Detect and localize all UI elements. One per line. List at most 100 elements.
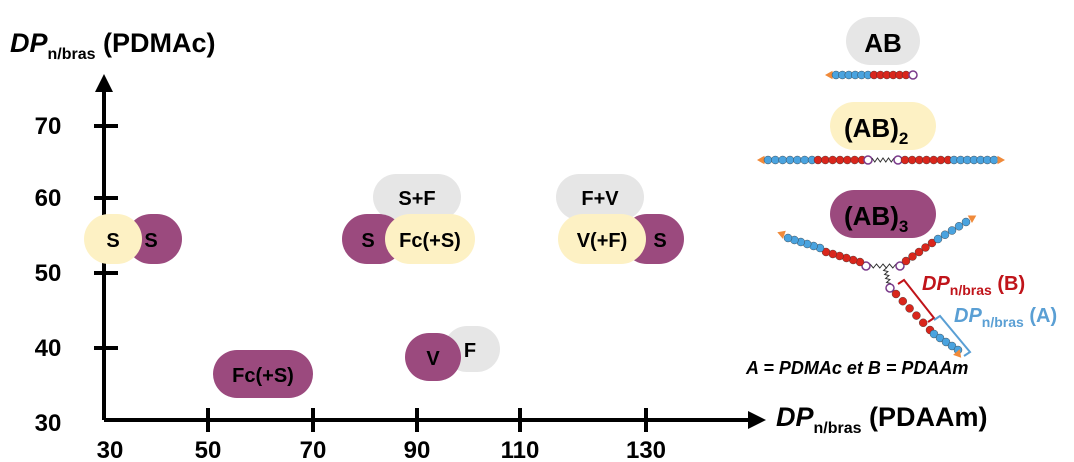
bead-b — [821, 155, 830, 165]
legend-label-ab2: (AB)2 — [844, 113, 908, 148]
x-tick-label: 130 — [626, 437, 666, 462]
bead-a — [954, 222, 964, 231]
phase-label: S — [361, 230, 374, 252]
bead-b — [915, 155, 924, 165]
phase-label: Fc(+S) — [232, 365, 294, 387]
bead-a — [961, 217, 971, 227]
phase-pill — [126, 214, 182, 264]
chain-end-group — [953, 349, 962, 358]
bracket-b — [897, 278, 936, 323]
phase-label: S — [653, 230, 666, 252]
phase-pill — [556, 174, 644, 220]
legend-label-ab3: (AB)3 — [844, 201, 908, 236]
bead-a — [771, 155, 780, 165]
group-30-55: S S — [84, 214, 182, 264]
legend-pill-ab3 — [830, 190, 936, 238]
chain-linker — [882, 267, 892, 284]
phase-label: F+V — [581, 188, 619, 210]
x-tick-label: 70 — [300, 437, 327, 462]
bead-b — [912, 311, 921, 320]
bead-a — [935, 333, 945, 343]
bead-b — [835, 155, 845, 165]
chain-core — [861, 261, 871, 271]
dp-b-label: DPn/bras (B) — [922, 273, 1025, 298]
legend-pill-ab2 — [830, 102, 936, 150]
chain-core — [895, 261, 905, 271]
bead-b — [850, 155, 859, 165]
dp-a-label: DPn/bras (A) — [954, 305, 1057, 330]
phase-pill — [84, 214, 142, 264]
bead-b — [919, 318, 928, 327]
bead-a — [940, 230, 950, 239]
bead-a — [933, 234, 943, 244]
bead-b — [898, 297, 907, 306]
chain-end-group — [997, 155, 1005, 165]
group-60-37: Fc(+S) — [213, 350, 313, 398]
bead-a — [947, 341, 957, 351]
chain-end-group — [967, 215, 977, 223]
group-100-40: F V — [405, 326, 500, 381]
phase-pill — [385, 214, 475, 264]
chain-linker — [871, 157, 895, 163]
phase-pill — [373, 174, 461, 220]
y-tick-label: 70 — [35, 113, 62, 140]
legend-ab2: (AB)2 — [830, 102, 936, 150]
phase-pill — [213, 350, 313, 398]
bead-a — [989, 155, 999, 165]
bead-a — [793, 155, 802, 165]
chain-diblock-dimer — [757, 155, 1005, 165]
bead-b — [828, 155, 837, 165]
bead-a — [783, 233, 793, 243]
bead-a — [763, 155, 773, 165]
chain-core — [893, 155, 903, 165]
bead-b — [936, 155, 946, 165]
chain-end-group — [777, 230, 786, 239]
chain-end-group — [825, 70, 833, 80]
bead-b — [900, 155, 910, 165]
group-130-55: F+V S V(+F) — [556, 174, 684, 264]
bead-b — [922, 155, 931, 165]
bead-b — [891, 289, 901, 299]
y-axis-arrow — [95, 74, 113, 92]
legend-label-ab: AB — [864, 28, 902, 58]
x-ticks — [206, 408, 648, 432]
bead-b — [908, 252, 917, 261]
x-axis-arrow — [748, 411, 766, 429]
phase-pill — [558, 214, 646, 264]
x-tick-label: 90 — [404, 437, 431, 462]
phase-label: S — [106, 230, 119, 252]
chain-core — [908, 70, 918, 80]
bead-b — [927, 238, 937, 248]
bead-b — [929, 155, 938, 165]
bead-b — [914, 247, 924, 257]
legend-ab: AB — [846, 17, 920, 65]
chain-core — [885, 283, 895, 293]
bracket-a — [933, 314, 972, 357]
phase-label: F — [464, 340, 476, 362]
chain-linker — [869, 263, 897, 269]
bead-b — [821, 247, 831, 257]
chain-linear — [825, 70, 918, 80]
x-tick-label: 110 — [501, 437, 540, 462]
phase-label: V(+F) — [577, 230, 628, 252]
y-tick-label: 50 — [35, 260, 62, 287]
bead-a — [941, 337, 951, 347]
phase-label: S — [144, 230, 157, 252]
y-ticks — [94, 124, 118, 350]
polymer-definition: A = PDMAc et B = PDAAm — [745, 358, 968, 378]
bead-b — [901, 256, 911, 266]
chain-star-3arm — [777, 215, 977, 358]
bead-a — [947, 226, 957, 235]
chain-core — [863, 155, 873, 165]
legend-pill-ab — [846, 17, 920, 65]
legend-ab3: (AB)3 — [830, 190, 936, 238]
bead-b — [813, 155, 823, 165]
bead-a — [929, 329, 939, 339]
x-tick-label: 50 — [195, 437, 222, 462]
chain-end-group — [757, 155, 765, 165]
bead-a — [778, 155, 787, 165]
group-90-55: S+F S Fc(+S) — [342, 174, 475, 264]
x-tick-label: 30 — [97, 437, 124, 462]
bead-b — [921, 243, 930, 252]
